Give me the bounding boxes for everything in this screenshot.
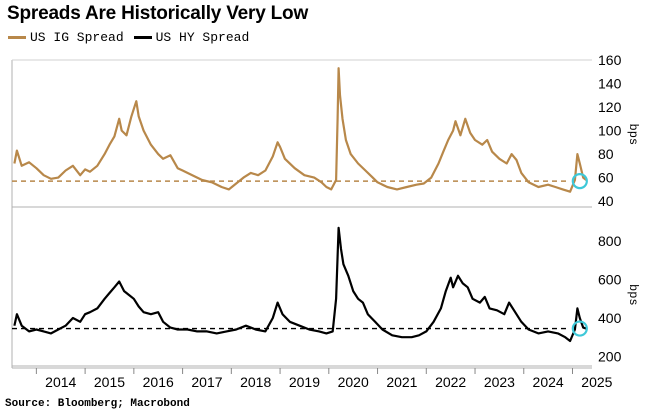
ytick-hy-200: 200 (598, 348, 622, 364)
series-line-hy (13, 226, 587, 343)
legend: US IG Spread US HY Spread (8, 30, 259, 45)
source-note: Source: Bloomberg; Macrobond (5, 398, 190, 410)
legend-swatch-hy (133, 36, 152, 39)
ytick-ig-140: 140 (598, 76, 622, 92)
xtick-2025: 2025 (581, 374, 612, 390)
xtick-2016: 2016 (143, 374, 174, 390)
xtick-2023: 2023 (484, 374, 515, 390)
ytick-ig-80: 80 (598, 146, 614, 162)
ytick-ig-160: 160 (598, 52, 622, 68)
xtick-2020: 2020 (338, 374, 369, 390)
chart-title: Spreads Are Historically Very Low (7, 3, 309, 24)
xtick-2024: 2024 (533, 374, 564, 390)
ytick-ig-40: 40 (598, 193, 614, 209)
ylabel-ig: bps (626, 124, 640, 146)
ytick-ig-100: 100 (598, 123, 622, 139)
legend-label-ig: US IG Spread (30, 30, 124, 45)
ytick-hy-800: 800 (598, 233, 622, 249)
legend-swatch-ig (8, 36, 26, 39)
highlight-circle-ig (571, 173, 588, 190)
ytick-ig-60: 60 (598, 170, 614, 186)
ylabel-hy: bps (626, 284, 640, 306)
legend-label-hy: US HY Spread (155, 30, 250, 45)
ytick-ig-120: 120 (598, 99, 622, 115)
xtick-2018: 2018 (240, 374, 271, 390)
ytick-hy-400: 400 (598, 310, 622, 326)
xtick-2015: 2015 (94, 374, 125, 390)
series-line-ig (13, 67, 587, 193)
legend-item-ig: US IG Spread (8, 30, 124, 45)
xtick-2022: 2022 (435, 374, 466, 390)
legend-item-hy: US HY Spread (133, 30, 250, 45)
highlight-circle-hy (571, 320, 588, 337)
ytick-hy-600: 600 (598, 272, 622, 288)
xtick-2014: 2014 (45, 374, 76, 390)
xtick-2019: 2019 (289, 374, 320, 390)
xtick-2017: 2017 (191, 374, 222, 390)
xtick-2021: 2021 (386, 374, 417, 390)
